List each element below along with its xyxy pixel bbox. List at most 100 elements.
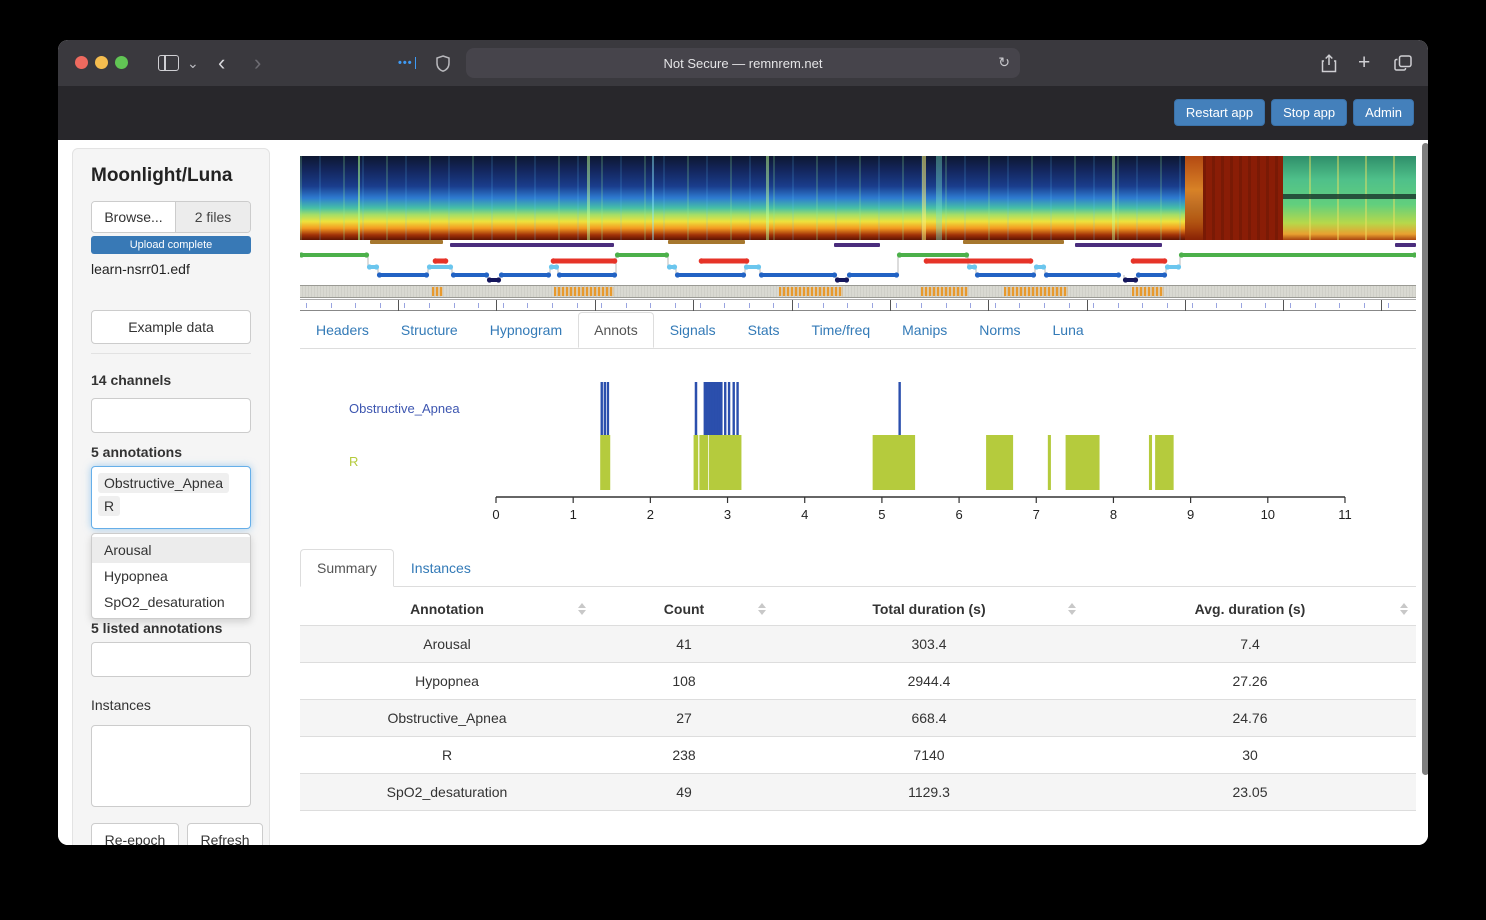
stop-app-button[interactable]: Stop app — [1271, 99, 1347, 126]
table-cell: 668.4 — [774, 700, 1084, 737]
tab-luna[interactable]: Luna — [1037, 312, 1100, 348]
column-header-total-duration-s-[interactable]: Total duration (s) — [774, 593, 1084, 626]
sort-icon[interactable] — [1068, 603, 1076, 615]
dropdown-option[interactable]: Arousal — [92, 537, 250, 563]
time-separator-tick — [693, 300, 694, 311]
tab-structure[interactable]: Structure — [385, 312, 474, 348]
time-minor-tick — [921, 303, 922, 308]
selected-annotation-token[interactable]: R — [98, 496, 120, 516]
time-separator-tick — [988, 300, 989, 311]
subtab-summary[interactable]: Summary — [300, 549, 394, 587]
svg-text:3: 3 — [724, 507, 731, 522]
svg-text:10: 10 — [1261, 507, 1275, 522]
new-tab-icon[interactable]: + — [1358, 40, 1370, 86]
dropdown-option[interactable]: SpO2_desaturation — [92, 589, 250, 615]
admin-button[interactable]: Admin — [1353, 99, 1414, 126]
stage-bar — [963, 240, 1064, 244]
annotations-select[interactable]: Obstructive_Apnea R — [91, 466, 251, 529]
listed-annotations-label: 5 listed annotations — [91, 620, 222, 636]
example-data-button[interactable]: Example data — [91, 310, 251, 344]
time-minor-tick — [355, 303, 356, 308]
sort-icon[interactable] — [578, 603, 586, 615]
tab-signals[interactable]: Signals — [654, 312, 732, 348]
sidebar-icon[interactable] — [158, 40, 179, 86]
time-minor-tick — [650, 303, 651, 308]
tab-time-freq[interactable]: Time/freq — [796, 312, 887, 348]
table-cell: 27 — [594, 700, 774, 737]
selected-annotation-token[interactable]: Obstructive_Apnea — [98, 473, 229, 493]
reepoch-button[interactable]: Re-epoch — [91, 823, 179, 845]
event-tick-cluster — [432, 287, 443, 296]
desktop-background: ⌄ ‹ › ••• Not Secure — remnrem.net ↻ + R… — [0, 0, 1486, 920]
refresh-button[interactable]: Refresh — [187, 823, 263, 845]
show-tabs-icon[interactable] — [1394, 40, 1412, 86]
hypnogram-track — [300, 248, 1416, 284]
column-header-annotation[interactable]: Annotation — [300, 593, 594, 626]
page-scrollbar[interactable] — [1422, 143, 1428, 775]
stage-bar — [1075, 243, 1162, 247]
time-minor-tick — [306, 303, 307, 308]
restart-app-button[interactable]: Restart app — [1174, 99, 1265, 126]
time-minor-tick — [404, 303, 405, 308]
time-separator-tick — [1381, 300, 1382, 311]
reload-icon[interactable]: ↻ — [998, 54, 1010, 71]
time-minor-tick — [823, 303, 824, 308]
back-icon[interactable]: ‹ — [218, 40, 225, 86]
dropdown-option[interactable]: Hypopnea — [92, 563, 250, 589]
forward-icon[interactable]: › — [254, 40, 261, 86]
close-icon[interactable] — [75, 56, 88, 69]
instances-textarea[interactable] — [91, 725, 251, 807]
tab-annots[interactable]: Annots — [578, 312, 654, 348]
tab-overview-dots-icon[interactable]: ••• — [398, 40, 416, 86]
table-cell: Obstructive_Apnea — [300, 700, 594, 737]
sort-icon[interactable] — [1400, 603, 1408, 615]
spectrogram-streak — [922, 156, 926, 240]
listed-annotations-input[interactable] — [91, 642, 251, 677]
column-header-count[interactable]: Count — [594, 593, 774, 626]
browse-button[interactable]: Browse... — [92, 202, 176, 232]
zoom-icon[interactable] — [115, 56, 128, 69]
chevron-down-icon[interactable]: ⌄ — [187, 40, 199, 86]
time-minor-tick — [1216, 303, 1217, 308]
tab-item: Signals — [654, 312, 732, 348]
time-minor-tick — [1290, 303, 1291, 308]
column-header-avg-duration-s-[interactable]: Avg. duration (s) — [1084, 593, 1416, 626]
time-minor-tick — [1364, 303, 1365, 308]
share-icon[interactable] — [1321, 40, 1337, 86]
series-label-r: R — [349, 454, 358, 469]
stage-bar — [450, 243, 614, 247]
stage-bars-track — [300, 240, 1416, 248]
spectrogram-streak — [1112, 156, 1115, 240]
subtab-instances[interactable]: Instances — [394, 549, 488, 587]
tab-headers[interactable]: Headers — [300, 312, 385, 348]
sort-icon[interactable] — [758, 603, 766, 615]
svg-text:0: 0 — [492, 507, 499, 522]
time-minor-tick — [749, 303, 750, 308]
stage-bar — [370, 240, 443, 244]
time-minor-tick — [527, 303, 528, 308]
time-minor-tick — [1388, 303, 1389, 308]
tab-hypnogram[interactable]: Hypnogram — [474, 312, 578, 348]
time-minor-tick — [429, 303, 430, 308]
time-minor-tick — [331, 303, 332, 308]
table-cell: Arousal — [300, 626, 594, 663]
tab-stats[interactable]: Stats — [732, 312, 796, 348]
app-header: Restart appStop appAdmin — [58, 86, 1428, 140]
time-minor-tick — [896, 303, 897, 308]
minimize-icon[interactable] — [95, 56, 108, 69]
table-row: Arousal41303.47.4 — [300, 626, 1416, 663]
time-minor-tick — [1069, 303, 1070, 308]
channels-input[interactable] — [91, 398, 251, 433]
time-minor-tick — [995, 303, 996, 308]
spectrogram-artifact-block — [1203, 156, 1283, 240]
tab-item: Hypnogram — [474, 312, 578, 348]
summary-table: AnnotationCountTotal duration (s)Avg. du… — [300, 593, 1416, 811]
table-cell: 23.05 — [1084, 774, 1416, 811]
address-bar[interactable]: Not Secure — remnrem.net ↻ — [466, 48, 1020, 78]
tab-manips[interactable]: Manips — [886, 312, 963, 348]
tab-norms[interactable]: Norms — [963, 312, 1036, 348]
event-tick-cluster — [779, 287, 843, 296]
shield-icon[interactable] — [436, 40, 450, 86]
time-minor-tick — [454, 303, 455, 308]
time-minor-tick — [552, 303, 553, 308]
